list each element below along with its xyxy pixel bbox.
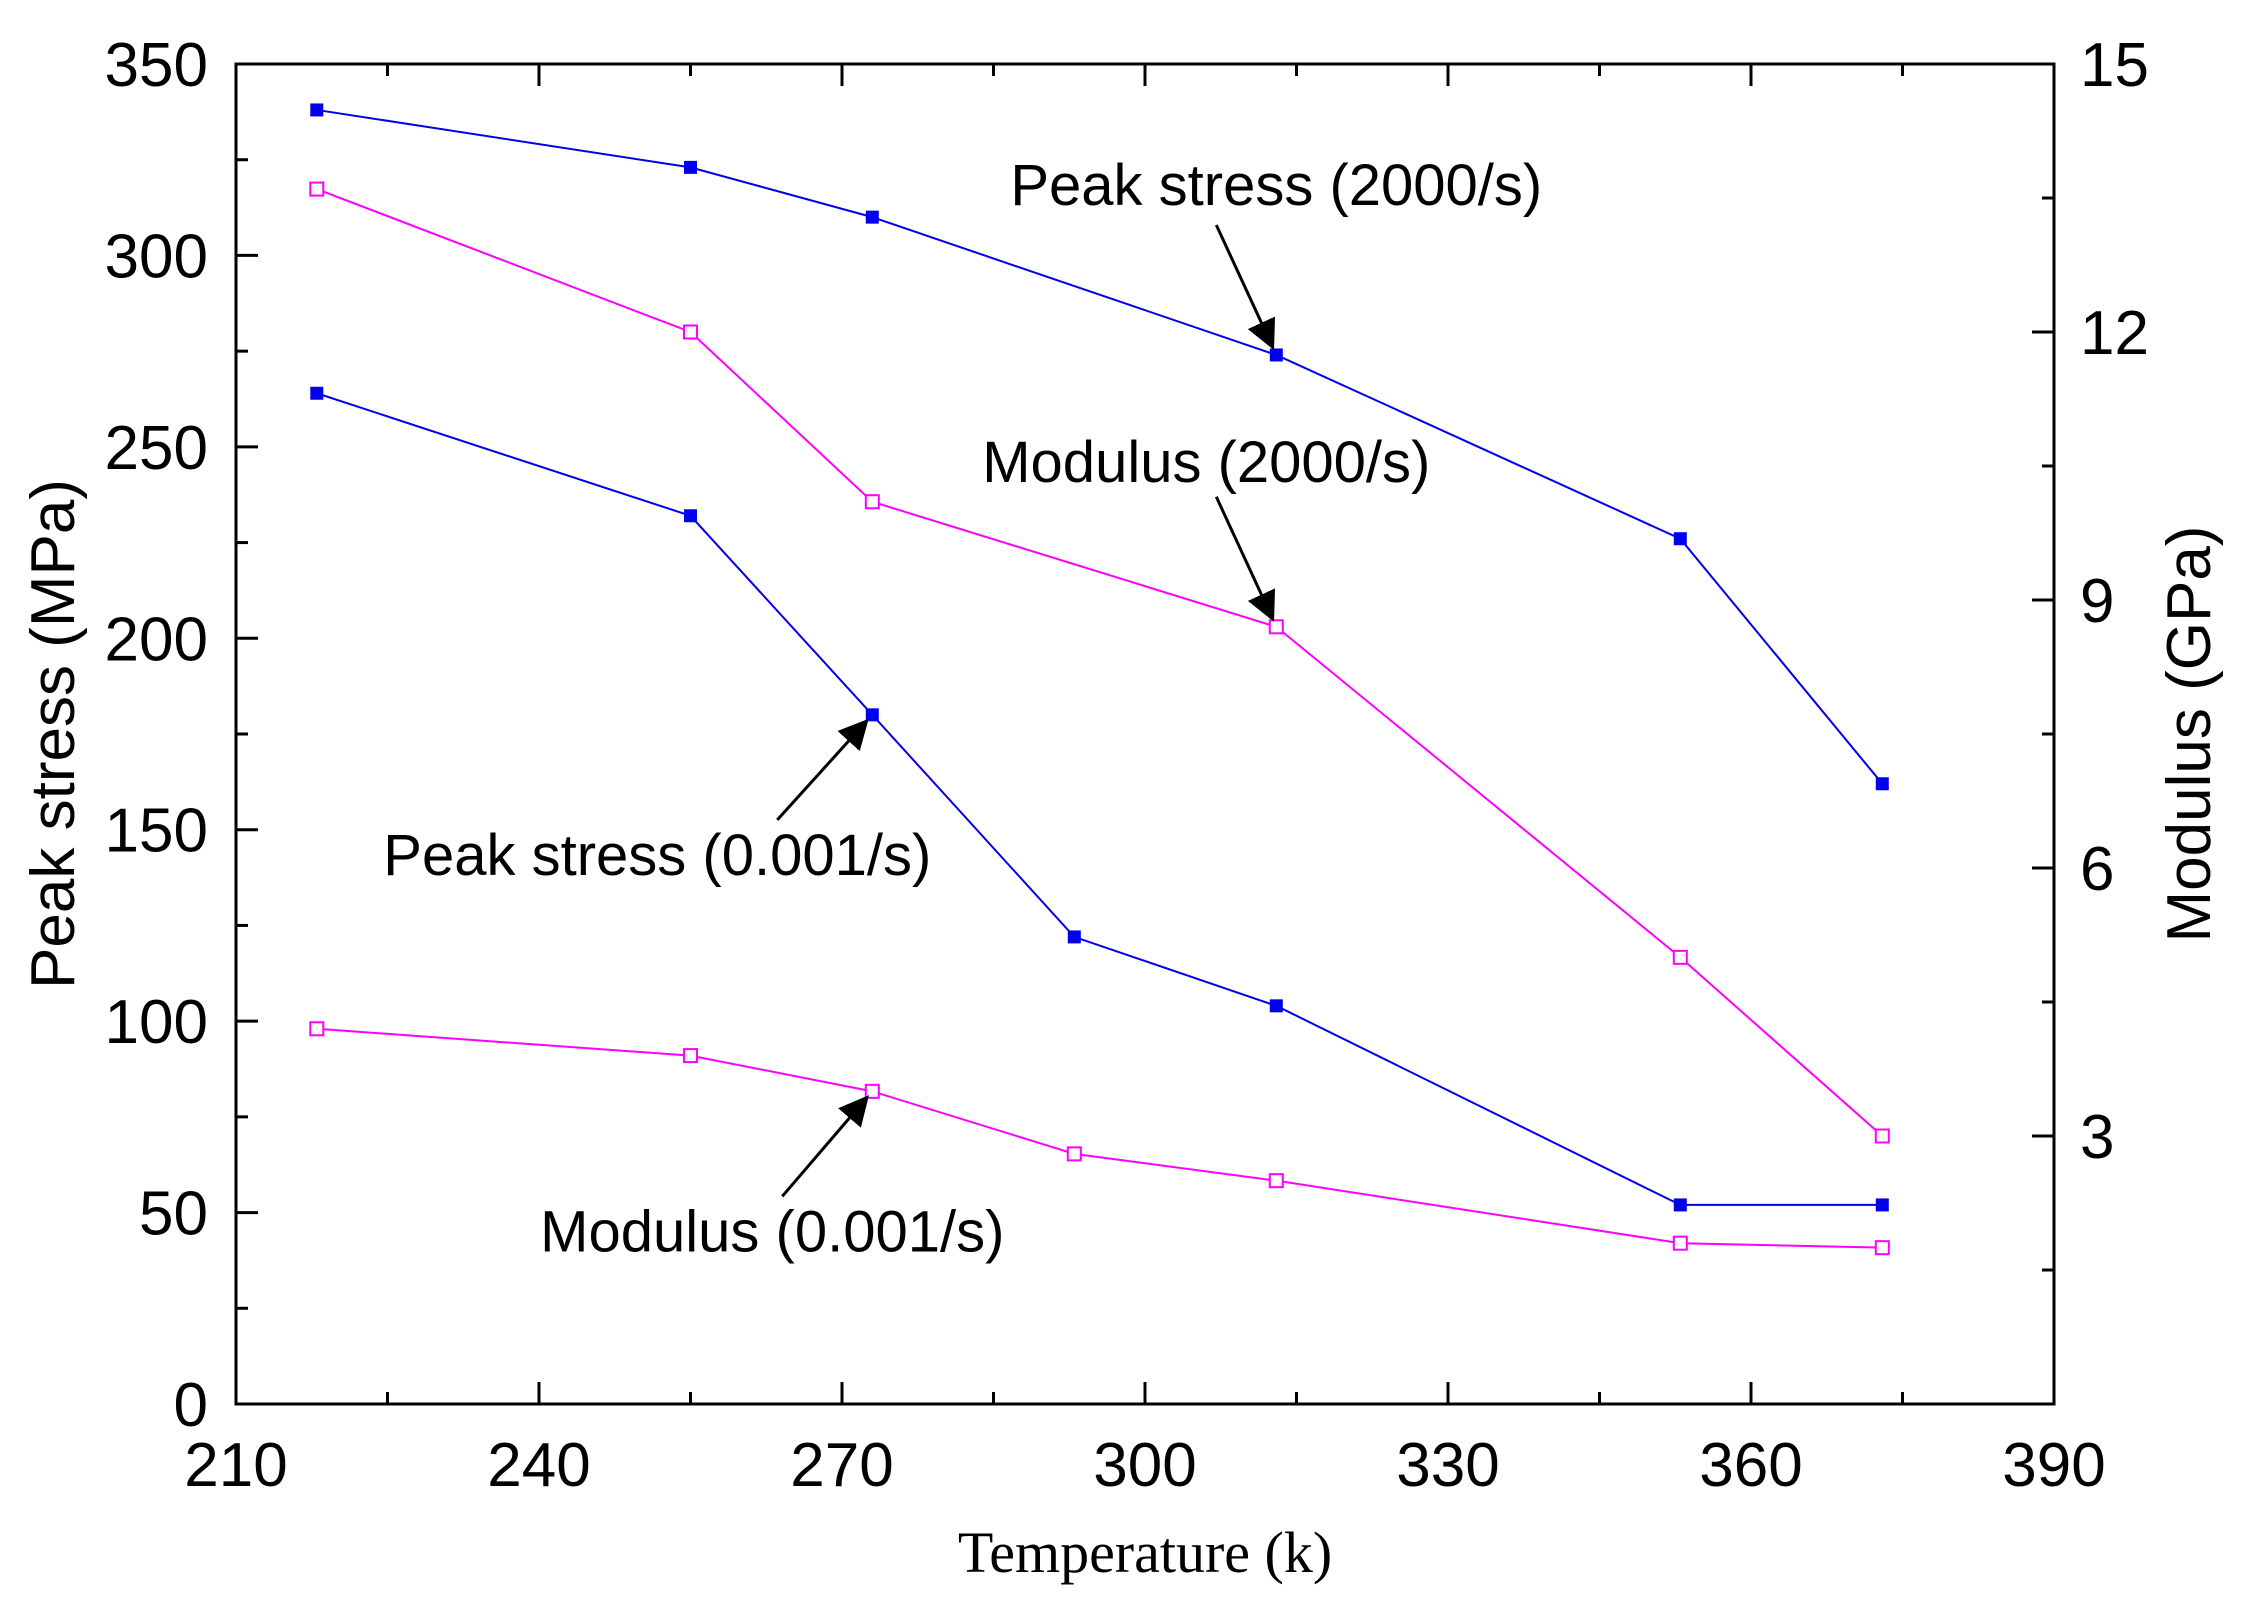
x-tick-label: 270 [790,1431,893,1500]
annotations: Peak stress (2000/s) Modulus (2000/s) Peak… [383,153,1542,1264]
series-layer [309,103,1890,1256]
data-point [864,494,880,510]
data-point [864,1083,880,1099]
data-point [310,386,324,400]
x-tick-label: 360 [1699,1431,1802,1500]
data-point [1269,999,1283,1013]
y-tick-label: 350 [105,31,208,100]
annotation: Peak stress (0.001/s) [383,718,931,888]
data-point [310,103,324,117]
series-line [316,108,1884,785]
x-tick-label: 210 [184,1431,287,1500]
x-tick-label: 300 [1093,1431,1196,1500]
y-tick-label: 150 [105,797,208,866]
data-point [1269,348,1283,362]
series-0 [310,103,1889,791]
y-tick-label: 100 [105,988,208,1057]
y-tick-label: 200 [105,605,208,674]
y-tick-label: 250 [105,414,208,483]
annotation-arrow [781,1095,870,1198]
annotation-arrow [776,718,869,821]
y2-tick-label: 15 [2080,31,2149,100]
data-point [1067,930,1081,944]
series-3 [309,1021,1890,1256]
y2-tick-label: 3 [2080,1103,2114,1172]
y-axis-title-right: Modulus (GPa) [2155,526,2224,943]
y-axis-title-left: Peak stress (MPa) [19,479,88,989]
y2-tick-label: 6 [2080,835,2114,904]
data-point [1066,1146,1082,1162]
annotation-label: Peak stress (2000/s) [1010,153,1542,218]
annotation-arrow [1214,224,1276,351]
series-line [316,392,1883,1206]
data-point [684,509,697,523]
annotation: Peak stress (2000/s) [1010,153,1542,351]
data-point [309,181,325,197]
x-tick-label: 330 [1396,1431,1499,1500]
annotation-label: Modulus (0.001/s) [540,1199,1004,1264]
annotation-label: Peak stress (0.001/s) [383,823,931,888]
y-tick-label: 0 [174,1371,208,1440]
data-point [1673,1198,1687,1212]
data-point [1672,949,1688,965]
annotation-label: Modulus (2000/s) [982,430,1430,495]
annotation: Modulus (2000/s) [982,430,1430,622]
annotation-arrow [1214,496,1276,622]
series-2 [310,386,1889,1212]
data-point [1875,777,1889,791]
data-point [309,1021,325,1037]
data-point [1268,619,1284,635]
data-point [1672,1235,1688,1251]
x-tick-label: 240 [487,1431,590,1500]
plot-frame [234,62,2056,1406]
data-point [1874,1128,1890,1144]
data-point [683,324,698,340]
y2-tick-label: 12 [2080,299,2149,368]
x-axis-title: Temperature (k) [958,1520,1332,1585]
data-point [865,708,879,722]
x-tick-label: 390 [2002,1431,2105,1500]
y2-tick-label: 9 [2080,567,2114,636]
data-point [683,1048,698,1064]
data-point [684,160,697,174]
data-point [1874,1240,1890,1256]
annotation: Modulus (0.001/s) [540,1095,1004,1264]
series-line [316,188,1883,1137]
y-tick-label: 300 [105,222,208,291]
axis-ticks: 210 240 270 300 330 360 390 0 50 100 150 200 250 300 3… [105,31,2149,1500]
data-point [1875,1198,1889,1212]
data-point [865,210,879,224]
y-tick-label: 50 [139,1180,208,1249]
data-point [1268,1173,1284,1189]
data-point [1673,532,1687,546]
series-1 [309,181,1890,1144]
